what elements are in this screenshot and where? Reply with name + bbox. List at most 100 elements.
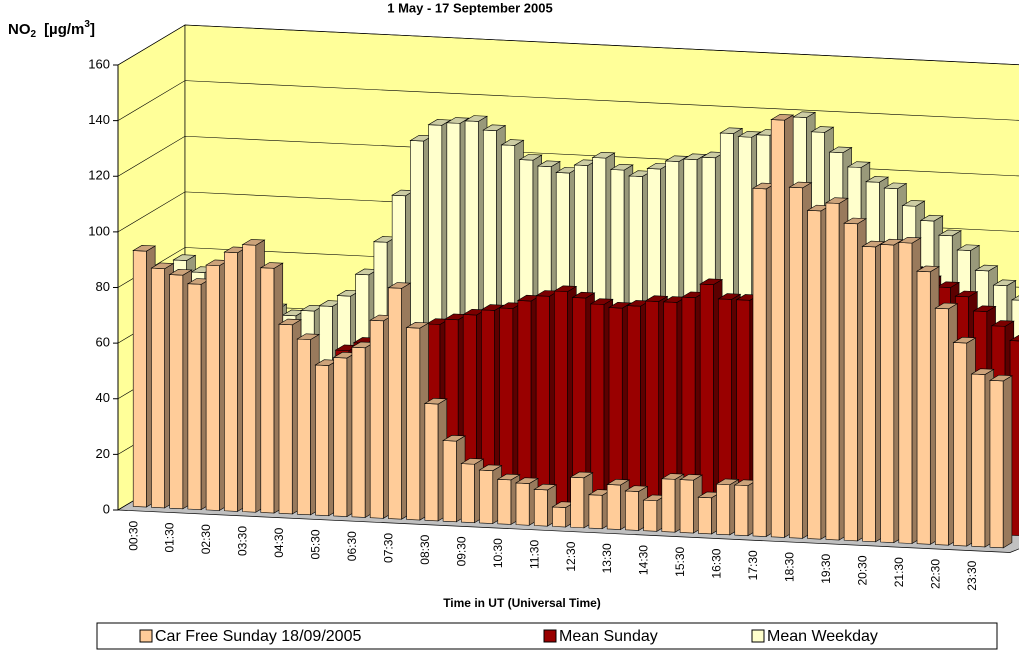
bar-front	[552, 506, 567, 528]
bar	[442, 435, 467, 523]
bar-front	[296, 338, 311, 516]
bar	[569, 471, 594, 529]
bar-top	[553, 285, 578, 292]
bar-front	[953, 342, 968, 547]
bar-front	[570, 476, 585, 529]
bar-top	[824, 197, 849, 204]
bar-front	[734, 484, 749, 536]
bar-front	[588, 494, 603, 530]
legend-swatch	[139, 629, 153, 643]
y-label-part: 2	[31, 29, 37, 40]
x-tick-label: 21:30	[892, 557, 906, 587]
bar-front	[625, 490, 639, 531]
bar-top	[460, 458, 485, 465]
bar-top	[988, 374, 1013, 382]
x-tick-label: 11:30	[527, 540, 541, 569]
bar-top	[919, 214, 944, 222]
bar-top	[405, 322, 430, 329]
bar-top	[879, 238, 904, 246]
bar-top	[916, 265, 941, 273]
bar-front	[934, 307, 949, 546]
bar-top	[606, 478, 631, 486]
bar-front	[606, 484, 621, 530]
bar-front	[224, 251, 238, 512]
bar-top	[861, 240, 886, 248]
bar-front	[187, 283, 202, 510]
bar-top	[496, 473, 521, 481]
bar-front	[369, 319, 384, 519]
bar-front	[533, 489, 548, 527]
bar-front	[880, 244, 895, 543]
bar-front	[716, 483, 731, 536]
bar	[843, 217, 868, 542]
bar-top	[952, 336, 977, 344]
y-label-part: 3	[84, 19, 90, 30]
bar-top	[934, 302, 959, 310]
bar-top	[478, 464, 503, 471]
x-tick-label: 09:30	[454, 536, 468, 566]
bar-top	[717, 293, 742, 300]
y-label-part: ]	[90, 21, 95, 38]
bar-top	[956, 244, 981, 251]
x-tick-label: 03:30	[236, 526, 250, 556]
x-tick-label: 18:30	[783, 552, 797, 582]
bar-top	[278, 318, 302, 326]
bar-front	[169, 274, 184, 510]
bar-top	[241, 239, 266, 246]
bar-top	[972, 305, 997, 312]
bar-top	[571, 291, 596, 299]
bar	[988, 374, 1013, 549]
bar-top	[883, 182, 908, 190]
bar-top	[719, 127, 744, 134]
bar-top	[788, 181, 813, 189]
bar-top	[423, 397, 448, 405]
bar-top	[518, 154, 543, 161]
bar-front	[351, 346, 366, 518]
x-tick-label: 02:30	[199, 524, 213, 554]
bar-front	[242, 244, 257, 513]
bar-top	[387, 282, 412, 289]
bar-top	[150, 262, 175, 270]
bar-front	[698, 496, 712, 535]
x-tick-label: 23:30	[965, 560, 979, 590]
bar-top	[660, 473, 685, 480]
bar-front	[679, 479, 694, 534]
chart-title: 1 May - 17 September 2005	[387, 0, 552, 15]
bar-front	[461, 463, 475, 523]
grid-line	[117, 24, 1019, 66]
bar-top	[974, 264, 999, 272]
x-tick-label: 17:30	[746, 550, 760, 580]
x-tick-label: 06:30	[345, 531, 359, 561]
x-tick-label: 14:30	[637, 545, 651, 575]
bar-top	[938, 229, 962, 237]
bar-top	[936, 281, 961, 288]
bar-top	[132, 245, 157, 252]
bar-top	[259, 262, 284, 269]
bar-front	[752, 187, 767, 537]
grid-line	[117, 80, 1019, 121]
bar-front	[424, 403, 439, 522]
x-axis-label: Time in UT (Universal Time)	[443, 596, 601, 610]
bar-front	[898, 242, 913, 544]
bar-top	[699, 278, 724, 285]
bar-top	[536, 160, 561, 167]
bar-front	[479, 469, 494, 524]
bar-front	[333, 357, 348, 517]
bar-front	[497, 478, 512, 525]
bar-top	[737, 131, 762, 138]
bar-top	[589, 298, 614, 305]
bar-front	[151, 267, 165, 509]
bar-top	[442, 435, 467, 442]
bar-top	[901, 200, 926, 207]
bar-top	[843, 217, 868, 225]
bar-front	[645, 300, 660, 519]
y-label-part: NO	[8, 21, 31, 38]
bar-front	[442, 440, 457, 523]
bar-top	[464, 115, 489, 122]
bar-top	[664, 155, 689, 162]
bar-front	[862, 245, 876, 543]
x-tick-label: 07:30	[381, 533, 395, 563]
bar-top	[296, 333, 321, 340]
bar-front	[205, 264, 220, 511]
